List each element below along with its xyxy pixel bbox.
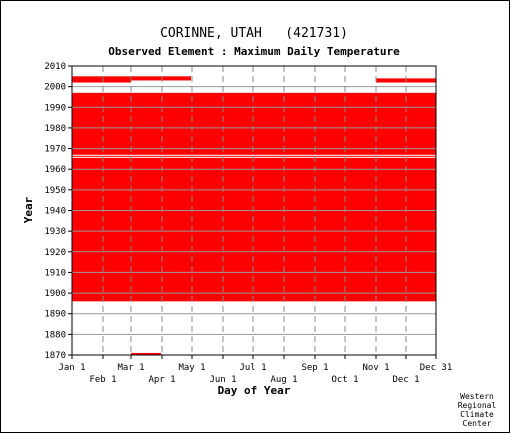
observed-data-block — [131, 352, 161, 355]
x-axis: Jan 1 Mar 1 May 1 Jul 1 Sep 1 Nov 1 Dec 31 Feb … — [58, 355, 452, 385]
y-tick-label: 2000 — [44, 83, 66, 93]
x-tick-label-bottom: Aug 1 — [270, 375, 297, 385]
observed-data-block — [131, 76, 191, 81]
y-tick-label: 1960 — [44, 165, 66, 175]
y-tick-label: 1990 — [44, 103, 66, 113]
chart-subtitle: Observed Element : Maximum Daily Tempera… — [108, 45, 400, 58]
x-tick-label-top: May 1 — [178, 363, 205, 373]
y-axis-label: Year — [22, 196, 35, 223]
x-tick-label-bottom: Oct 1 — [331, 375, 358, 385]
x-tick-label-top: Nov 1 — [362, 363, 389, 373]
plot-area — [71, 65, 437, 356]
x-tick-label-bottom: Apr 1 — [148, 375, 175, 385]
y-axis: 1870 1880 1890 1900 1910 1920 1930 1940 1950 1960… — [44, 62, 72, 361]
x-tick-label-top: Jul 1 — [239, 363, 266, 373]
y-tick-label: 1880 — [44, 330, 66, 340]
credit-line: Regional — [458, 401, 497, 410]
grid-lines — [72, 65, 436, 356]
y-tick-label: 1980 — [44, 124, 66, 134]
y-tick-label: 1920 — [44, 248, 66, 258]
missing-year-gap — [72, 154, 436, 156]
credit-line: Western — [460, 392, 494, 401]
y-tick-label: 1940 — [44, 207, 66, 217]
y-tick-label: 1930 — [44, 227, 66, 237]
x-tick-label-bottom: Feb 1 — [89, 375, 116, 385]
y-tick-label: 1970 — [44, 145, 66, 155]
missing-year-gap — [72, 156, 436, 158]
x-axis-label: Day of Year — [218, 384, 291, 397]
y-tick-label: 1890 — [44, 310, 66, 320]
credit-line: Center — [463, 419, 492, 428]
x-tick-label-bottom: Dec 1 — [392, 375, 419, 385]
y-tick-label: 2010 — [44, 62, 66, 72]
x-tick-label-top: Sep 1 — [301, 363, 328, 373]
x-tick-label-bottom: Jun 1 — [209, 375, 236, 385]
credit-text: Western Regional Climate Center — [458, 392, 497, 428]
x-tick-label-top: Mar 1 — [117, 363, 144, 373]
y-tick-label: 1950 — [44, 186, 66, 196]
credit-line: Climate — [460, 410, 494, 419]
chart-title: CORINNE, UTAH (421731) — [160, 26, 348, 41]
y-tick-label: 1900 — [44, 289, 66, 299]
y-tick-label: 1870 — [44, 351, 66, 361]
y-tick-label: 1910 — [44, 268, 66, 278]
observed-data-block — [72, 76, 131, 83]
x-tick-label-top: Dec 31 — [420, 363, 453, 373]
x-tick-label-top: Jan 1 — [58, 363, 85, 373]
observed-data-block — [72, 92, 436, 302]
